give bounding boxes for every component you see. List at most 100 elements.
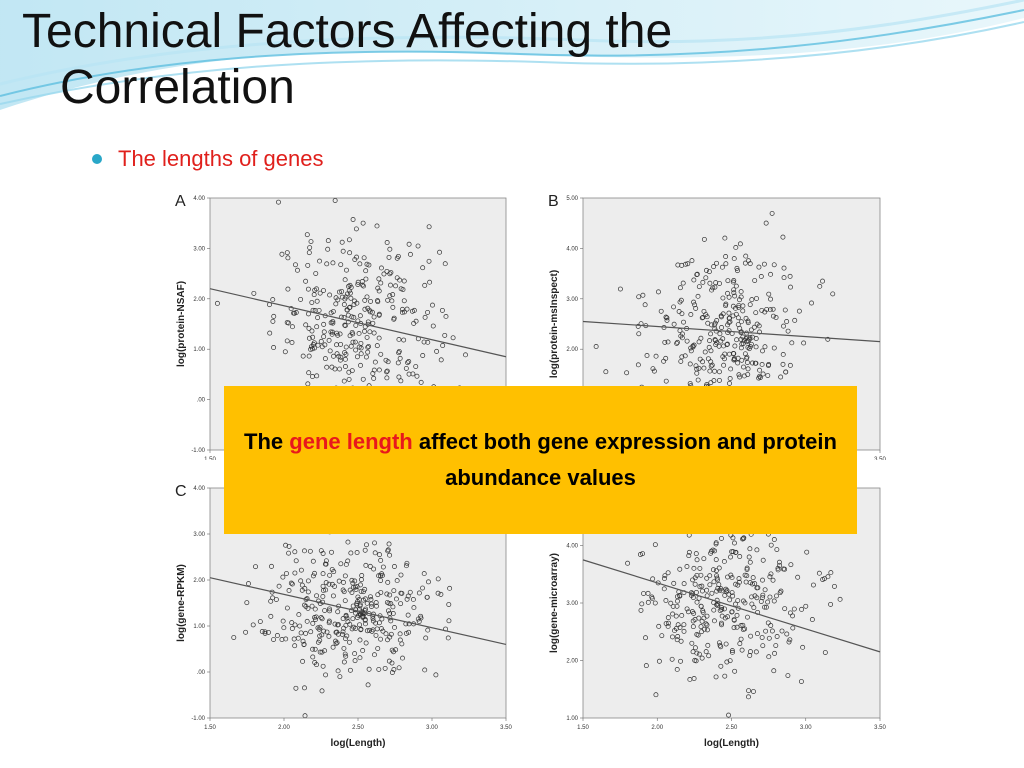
data-point [635,323,641,329]
data-point [837,596,843,602]
data-point [745,372,751,377]
data-point [409,308,415,314]
data-point [363,268,369,274]
data-point [714,588,720,594]
data-point [354,584,360,589]
y-tick-label: 4.00 [566,246,578,252]
data-point [830,291,836,297]
data-point [400,655,405,661]
data-point [757,367,763,373]
data-point [699,315,705,321]
data-point [312,606,318,612]
data-point [796,308,802,314]
data-point [276,199,281,205]
data-point [375,592,381,598]
data-point [781,265,787,271]
data-point [749,297,755,303]
data-point [310,654,316,660]
data-point [323,587,329,593]
data-point [363,640,369,646]
data-point [752,278,758,283]
data-point [369,309,375,315]
data-point [420,585,425,591]
data-point [321,628,327,634]
data-point [725,330,731,335]
data-point [728,572,734,578]
data-point [801,340,807,346]
data-point [405,360,411,366]
y-tick-label: 2.00 [566,659,578,665]
data-point [744,354,750,360]
data-point [279,251,285,257]
data-point [302,602,307,608]
data-point [659,633,665,639]
data-point [416,590,422,596]
data-point [708,331,714,337]
data-point [341,302,347,307]
data-point [736,304,742,310]
data-point [780,361,786,367]
data-point [442,332,448,338]
data-point [692,645,698,651]
data-point [357,602,363,608]
data-point [828,570,834,576]
data-point [298,630,304,636]
data-point [681,622,687,628]
data-point [214,300,220,306]
data-point [699,618,705,624]
data-point [355,599,360,605]
y-axis-label: log(gene-RPKM) [176,564,187,642]
data-point [350,603,356,609]
data-point [753,310,759,316]
data-point [727,315,733,321]
data-point [652,600,658,606]
data-point [323,580,329,586]
data-point [352,257,358,262]
data-point [730,593,736,599]
data-point [792,317,798,323]
data-point [749,360,755,366]
data-point [298,296,304,302]
data-point [772,650,777,656]
data-point [714,575,720,581]
data-point [330,260,336,266]
data-point [731,287,737,293]
data-point [293,685,299,691]
data-point [754,296,759,301]
data-point [280,574,286,580]
data-point [371,566,377,572]
data-point [785,673,791,678]
data-point [319,649,325,655]
data-point [731,256,737,262]
data-point [375,298,380,304]
data-point [326,633,332,639]
data-point [378,351,384,357]
data-point [342,651,348,657]
y-axis-label: log(protein-NSAF) [176,281,187,367]
panel-letter: A [175,193,186,210]
data-point [722,592,728,598]
data-point [740,341,746,346]
data-point [301,641,307,647]
data-point [751,605,757,611]
data-point [700,314,706,320]
data-point [738,623,744,628]
data-point [336,578,342,584]
data-point [670,603,676,609]
data-point [347,667,353,673]
data-point [326,581,332,587]
data-point [787,637,793,643]
data-point [652,542,658,548]
data-point [803,603,809,609]
data-point [809,300,814,306]
data-point [665,615,671,621]
data-point [719,605,725,611]
data-point [347,639,352,645]
data-point [321,288,326,293]
data-point [674,667,680,672]
data-point [753,649,759,655]
data-point [368,594,373,600]
data-point [745,320,751,326]
data-point [262,630,268,636]
data-point [680,280,686,286]
